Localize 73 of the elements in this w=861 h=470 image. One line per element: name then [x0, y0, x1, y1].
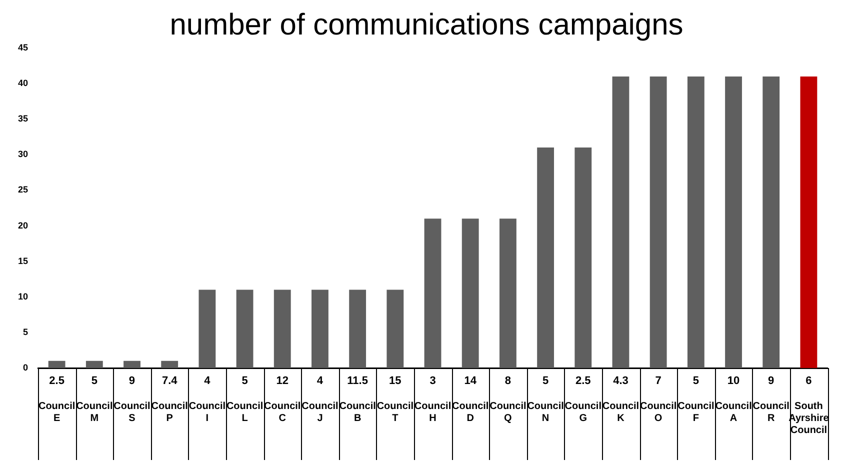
bar — [161, 360, 178, 368]
x-tick-label: Council R — [752, 400, 790, 424]
y-tick-label: 0 — [22, 362, 28, 372]
text: 7 — [655, 375, 662, 388]
bar — [650, 76, 667, 368]
x-tick-label: Council J — [302, 400, 339, 424]
text: 9 — [128, 375, 136, 388]
bar — [124, 360, 140, 368]
y-tick-label: 30 — [18, 149, 28, 160]
text: 5 — [692, 375, 699, 388]
text: 5 — [91, 375, 98, 388]
text: 15 — [389, 375, 402, 388]
y-tick-label: 25 — [18, 184, 28, 195]
text: 4 — [316, 375, 324, 388]
y-tick-label: 15 — [18, 256, 28, 266]
x-tick-label: Council M — [76, 400, 113, 424]
x-tick-label: Council G — [564, 400, 602, 424]
x-tick-label: Council D — [452, 400, 489, 424]
text: 12 — [276, 375, 289, 388]
x-tick-label: Council B — [339, 400, 376, 424]
bar — [574, 148, 592, 368]
y-tick-label: 40 — [18, 78, 28, 88]
x-tick-label: Council L — [226, 400, 264, 424]
bar — [800, 76, 818, 368]
x-tick-label: Council O — [640, 400, 677, 424]
y-tick-label: 10 — [18, 291, 28, 302]
bar — [462, 218, 479, 368]
text: 2.5 — [575, 375, 591, 388]
bar — [236, 290, 254, 368]
x-tick-label: Council Q — [490, 400, 526, 424]
bar — [48, 360, 66, 368]
bar — [762, 76, 780, 368]
bar — [312, 290, 328, 368]
x-tick-label: Council S — [114, 400, 151, 424]
text: 3 — [430, 375, 436, 388]
y-tick-label: 35 — [18, 114, 28, 124]
bar — [499, 218, 516, 368]
bar — [86, 360, 103, 368]
text: 14 — [464, 375, 478, 388]
x-tick-label: Council N — [527, 400, 564, 424]
bar — [198, 290, 216, 368]
y-tick-label: 45 — [18, 42, 28, 52]
text: 6 — [806, 375, 812, 388]
x-tick-label: Council H — [414, 400, 452, 424]
bar — [612, 76, 630, 368]
x-tick-label: Council F — [678, 400, 714, 424]
text: 7.4 — [162, 375, 178, 388]
bar — [725, 76, 742, 368]
text: 4 — [204, 375, 212, 388]
x-tick-label: Council I — [188, 400, 226, 424]
bar — [274, 290, 291, 368]
text: 5 — [242, 375, 248, 388]
bar — [424, 218, 442, 368]
y-tick-label: 5 — [22, 326, 28, 337]
text: 8 — [504, 375, 512, 388]
x-tick-label: Council A — [715, 400, 752, 424]
bar — [687, 76, 704, 368]
bar — [537, 148, 554, 368]
text: 10 — [727, 375, 740, 388]
text: 5 — [542, 375, 549, 388]
bar — [349, 290, 366, 368]
text: 11.5 — [347, 375, 368, 388]
bar — [386, 290, 404, 368]
x-tick-label: Council T — [376, 400, 414, 424]
x-tick-label: Council K — [602, 400, 640, 424]
x-tick-label: Council C — [264, 400, 301, 424]
y-tick-label: 20 — [18, 220, 28, 230]
x-tick-label: Council P — [151, 400, 188, 424]
text: 4.3 — [613, 375, 628, 388]
text: 9 — [768, 375, 774, 388]
x-tick-label: Council E — [38, 400, 76, 424]
chart-title: number of communications campaigns — [170, 8, 684, 42]
text: 2.5 — [49, 375, 64, 388]
